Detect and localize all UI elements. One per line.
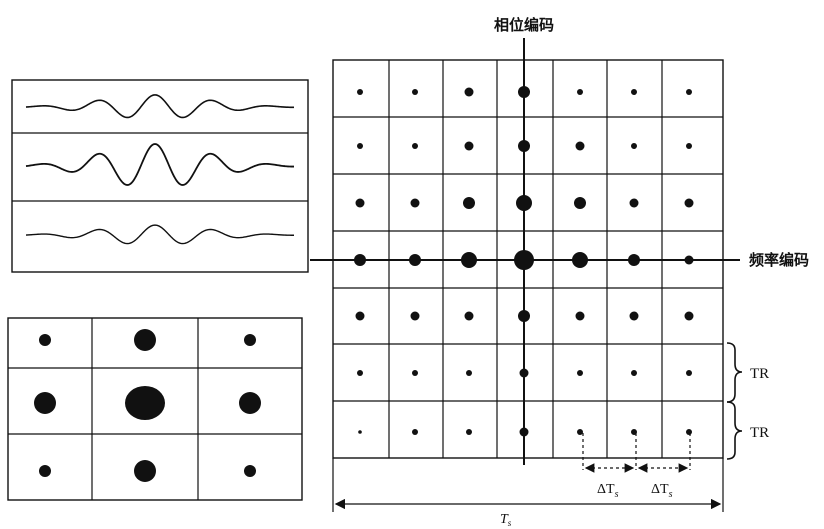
kspace-dot xyxy=(684,311,694,321)
tr-label-upper: TR xyxy=(750,366,769,382)
kspace-dot xyxy=(357,143,363,149)
kspace-dot xyxy=(686,143,692,149)
frequency-encoding-label: 频率编码 xyxy=(749,251,809,269)
phase-encoding-label: 相位编码 xyxy=(494,16,554,34)
kspace-dot xyxy=(631,143,637,149)
small-grid-dot xyxy=(39,465,51,477)
kspace-dot xyxy=(629,198,639,208)
waveform-3 xyxy=(25,224,294,245)
waveform-1 xyxy=(25,94,294,119)
kspace-dot xyxy=(412,429,418,435)
tr-label-lower: TR xyxy=(750,425,769,441)
kspace-dot xyxy=(464,141,474,151)
kspace-dot xyxy=(631,89,637,95)
kspace-dot xyxy=(357,89,363,95)
kspace-dot xyxy=(631,370,637,376)
kspace-dot xyxy=(355,198,365,208)
kspace-dot xyxy=(577,429,583,435)
tr-brace-lower xyxy=(726,401,743,460)
kspace-dot xyxy=(410,311,420,321)
kspace-dot xyxy=(355,311,365,321)
kspace-dot xyxy=(464,87,474,97)
small-dot-grid xyxy=(7,317,303,501)
waveform-panel-border xyxy=(11,79,309,273)
kspace-grid: 相位编码 频率编码 TR TR ΔTs ΔTs Ts xyxy=(310,16,809,528)
small-grid-dot xyxy=(34,392,56,414)
kspace-dot xyxy=(410,198,420,208)
kspace-dot xyxy=(412,370,418,376)
kspace-dot xyxy=(574,197,586,209)
small-grid-dot xyxy=(125,386,165,420)
kspace-dot xyxy=(412,143,418,149)
kspace-dot xyxy=(412,89,418,95)
kspace-dot xyxy=(684,198,694,208)
small-grid-dot xyxy=(244,465,256,477)
ts-label: Ts xyxy=(500,512,512,528)
delta-ts-label-2: ΔTs xyxy=(651,482,673,500)
kspace-dot xyxy=(577,89,583,95)
kspace-dot xyxy=(575,141,585,151)
kspace-dot xyxy=(686,370,692,376)
small-grid-dot xyxy=(239,392,261,414)
kspace-dot xyxy=(358,430,362,434)
small-grid-dot xyxy=(134,460,156,482)
delta-ts-label-1: ΔTs xyxy=(597,482,619,500)
small-grid-dot xyxy=(134,329,156,351)
kspace-dot xyxy=(463,197,475,209)
kspace-dot xyxy=(686,89,692,95)
kspace-dot xyxy=(577,370,583,376)
kspace-dot xyxy=(466,429,472,435)
kspace-dot xyxy=(357,370,363,376)
kspace-dot xyxy=(464,311,474,321)
kspace-dot xyxy=(466,370,472,376)
kspace-dot xyxy=(629,311,639,321)
small-grid-dot xyxy=(244,334,256,346)
tr-brace-upper xyxy=(726,342,743,403)
kspace-dot xyxy=(686,429,692,435)
kspace-dots xyxy=(354,86,694,437)
waveform-2 xyxy=(25,143,294,186)
small-grid-dot xyxy=(39,334,51,346)
kspace-dot xyxy=(575,311,585,321)
small-grid-dots xyxy=(34,329,261,482)
small-grid-border xyxy=(7,317,303,501)
waveform-panel xyxy=(11,79,309,273)
